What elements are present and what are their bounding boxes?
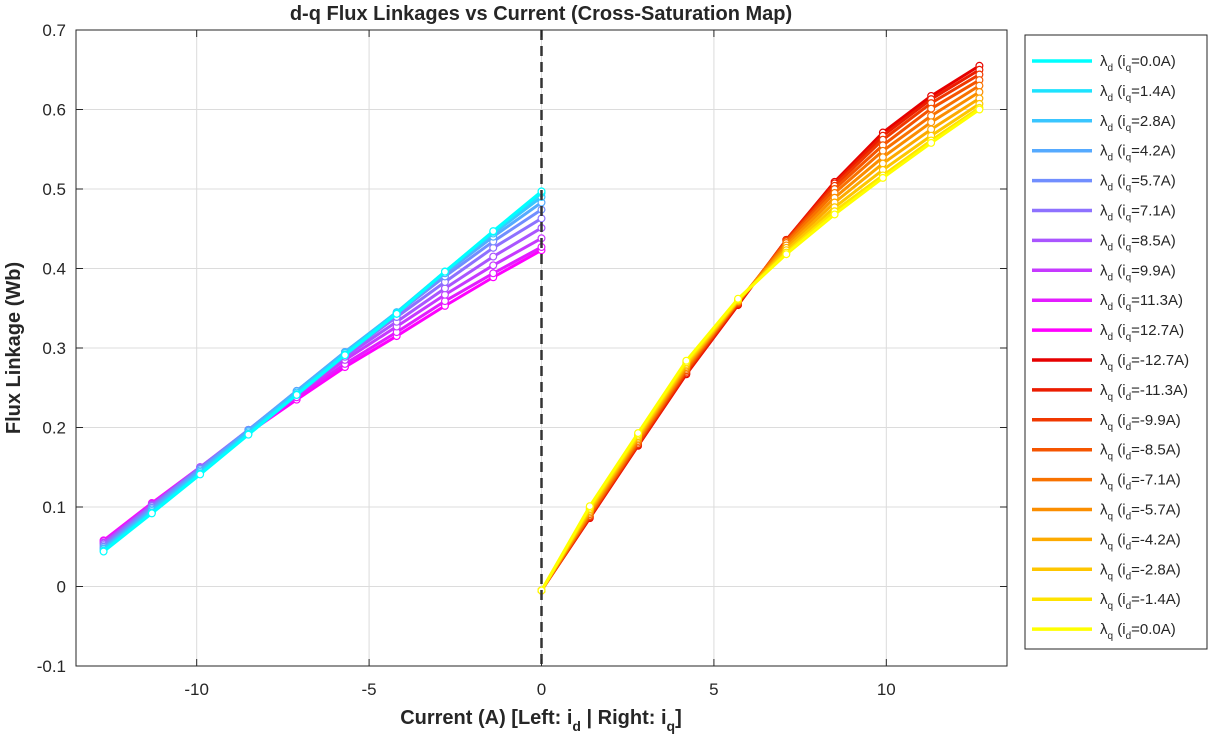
data-point bbox=[440, 267, 449, 276]
data-point bbox=[927, 138, 936, 147]
y-tick-label: 0.2 bbox=[42, 419, 66, 438]
x-tick-label: -5 bbox=[362, 680, 377, 699]
data-point bbox=[340, 351, 349, 360]
series-line bbox=[102, 190, 543, 553]
legend-entry: λd (iq=12.7A) bbox=[1032, 322, 1184, 343]
x-tick-label: 10 bbox=[877, 680, 896, 699]
data-point bbox=[682, 356, 691, 365]
legend-entry: λd (iq=2.8A) bbox=[1032, 113, 1176, 134]
data-point bbox=[927, 118, 936, 127]
x-tick-label: 5 bbox=[709, 680, 718, 699]
x-axis-label-sub-d: d bbox=[572, 718, 581, 734]
data-point bbox=[244, 430, 253, 439]
legend-entry: λq (id=-4.2A) bbox=[1032, 531, 1181, 552]
x-axis-label-middle: | Right: i bbox=[581, 707, 667, 729]
legend-entry: λd (iq=5.7A) bbox=[1032, 173, 1176, 194]
data-point bbox=[734, 294, 743, 303]
legend-label: λd (iq=5.7A) bbox=[1100, 173, 1176, 194]
data-point bbox=[830, 210, 839, 219]
data-point bbox=[99, 547, 108, 556]
x-tick-label: -10 bbox=[184, 680, 209, 699]
y-tick-label: 0.1 bbox=[42, 498, 66, 517]
legend-label: λd (iq=7.1A) bbox=[1100, 203, 1176, 224]
legend-label: λq (id=-12.7A) bbox=[1100, 352, 1189, 373]
data-point bbox=[489, 269, 498, 278]
legend-label: λq (id=-11.3A) bbox=[1100, 382, 1188, 403]
legend-label: λq (id=-8.5A) bbox=[1100, 442, 1181, 463]
legend-label: λq (id=-1.4A) bbox=[1100, 591, 1181, 612]
series-layer bbox=[99, 61, 984, 595]
legend-entry: λq (id=-12.7A) bbox=[1032, 352, 1189, 373]
x-axis-label-prefix: Current (A) [Left: i bbox=[400, 707, 572, 729]
axis-ticks: -10 -5 0 5 10 -0.1 0 0.1 0.2 0.3 0.4 0.5 0.6 0.7 bbox=[37, 21, 1007, 699]
data-point bbox=[975, 105, 984, 114]
legend-label: λd (iq=2.8A) bbox=[1100, 113, 1176, 134]
data-point bbox=[489, 261, 498, 270]
legend-box bbox=[1024, 34, 1208, 650]
legend-label: λq (id=-2.8A) bbox=[1100, 561, 1181, 582]
legend-entry: λq (id=0.0A) bbox=[1032, 621, 1176, 642]
y-tick-label: 0.6 bbox=[42, 101, 66, 120]
data-point bbox=[392, 309, 401, 318]
legend-label: λq (id=-4.2A) bbox=[1100, 531, 1181, 552]
legend-entry: λq (id=-2.8A) bbox=[1032, 561, 1181, 582]
legend-entry: λq (id=-9.9A) bbox=[1032, 412, 1181, 433]
data-point bbox=[878, 173, 887, 182]
data-point bbox=[782, 250, 791, 259]
data-point bbox=[147, 509, 156, 518]
y-tick-label: 0.7 bbox=[42, 21, 66, 40]
data-point bbox=[489, 227, 498, 236]
legend-entry: λd (iq=11.3A) bbox=[1032, 292, 1183, 313]
data-point bbox=[585, 502, 594, 511]
legend-entry: λd (iq=0.0A) bbox=[1032, 53, 1176, 74]
legend-label: λq (id=-7.1A) bbox=[1100, 472, 1181, 493]
x-axis-label-suffix: ] bbox=[675, 707, 682, 729]
data-point bbox=[292, 390, 301, 399]
chart-title: d-q Flux Linkages vs Current (Cross-Satu… bbox=[290, 3, 792, 25]
y-tick-label: -0.1 bbox=[37, 657, 66, 676]
legend-label: λd (iq=0.0A) bbox=[1100, 53, 1176, 74]
legend-label: λd (iq=9.9A) bbox=[1100, 262, 1176, 283]
legend-label: λq (id=0.0A) bbox=[1100, 621, 1176, 642]
legend-entry: λq (id=-1.4A) bbox=[1032, 591, 1181, 612]
data-point bbox=[489, 252, 498, 261]
x-tick-label: 0 bbox=[537, 680, 546, 699]
y-tick-label: 0.3 bbox=[42, 339, 66, 358]
legend-label: λd (iq=12.7A) bbox=[1100, 322, 1184, 343]
legend-entry: λd (iq=7.1A) bbox=[1032, 203, 1176, 224]
legend-entry: λq (id=-5.7A) bbox=[1032, 502, 1181, 523]
legend-label: λq (id=-9.9A) bbox=[1100, 412, 1181, 433]
legend-entry: λq (id=-11.3A) bbox=[1032, 382, 1188, 403]
data-point bbox=[196, 470, 205, 479]
y-tick-label: 0.4 bbox=[42, 260, 66, 279]
legend-label: λd (iq=1.4A) bbox=[1100, 83, 1176, 104]
series-λd (iq=0.0A) bbox=[99, 187, 546, 556]
legend-label: λd (iq=4.2A) bbox=[1100, 143, 1176, 164]
legend-entry: λd (iq=4.2A) bbox=[1032, 143, 1176, 164]
legend-entry: λd (iq=1.4A) bbox=[1032, 83, 1176, 104]
x-axis-label-sub-q: q bbox=[667, 718, 676, 734]
legend: λd (iq=0.0A) λd (iq=1.4A) λd (iq=2.8A) λd (… bbox=[1024, 34, 1208, 650]
y-tick-label: 0 bbox=[57, 578, 66, 597]
series-line bbox=[540, 108, 981, 592]
legend-entry: λd (iq=9.9A) bbox=[1032, 262, 1176, 283]
x-axis-label: Current (A) [Left: id | Right: iq] bbox=[400, 707, 682, 734]
y-tick-label: 0.5 bbox=[42, 180, 66, 199]
legend-label: λd (iq=11.3A) bbox=[1100, 292, 1183, 313]
data-point bbox=[927, 104, 936, 113]
legend-label: λq (id=-5.7A) bbox=[1100, 502, 1181, 523]
legend-entry: λd (iq=8.5A) bbox=[1032, 232, 1176, 253]
data-point bbox=[634, 429, 643, 438]
y-axis-label: Flux Linkage (Wb) bbox=[3, 262, 25, 434]
legend-entry: λq (id=-8.5A) bbox=[1032, 442, 1181, 463]
series-λq (id=0.0A) bbox=[537, 105, 984, 595]
data-point bbox=[537, 214, 546, 223]
legend-label: λd (iq=8.5A) bbox=[1100, 232, 1176, 253]
legend-entry: λq (id=-7.1A) bbox=[1032, 472, 1181, 493]
